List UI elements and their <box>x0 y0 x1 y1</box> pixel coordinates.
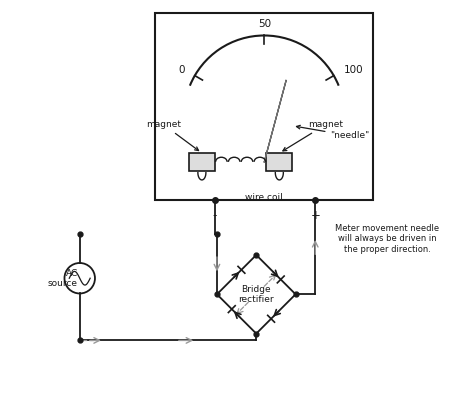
Text: Bridge
rectifier: Bridge rectifier <box>238 284 274 304</box>
Text: 50: 50 <box>258 19 271 29</box>
Text: wire coil: wire coil <box>246 193 283 202</box>
Text: 0: 0 <box>179 65 185 75</box>
Text: "needle": "needle" <box>296 125 370 140</box>
Text: Meter movement needle
will always be driven in
the proper direction.: Meter movement needle will always be dri… <box>336 224 439 254</box>
Text: magnet: magnet <box>146 120 199 151</box>
Bar <box>155 13 374 200</box>
Bar <box>189 153 215 171</box>
Bar <box>266 153 292 171</box>
Text: +: + <box>310 209 320 222</box>
Text: 100: 100 <box>344 65 363 75</box>
Text: AC
source: AC source <box>48 269 78 288</box>
Text: magnet: magnet <box>283 120 344 151</box>
Text: -: - <box>212 209 217 222</box>
